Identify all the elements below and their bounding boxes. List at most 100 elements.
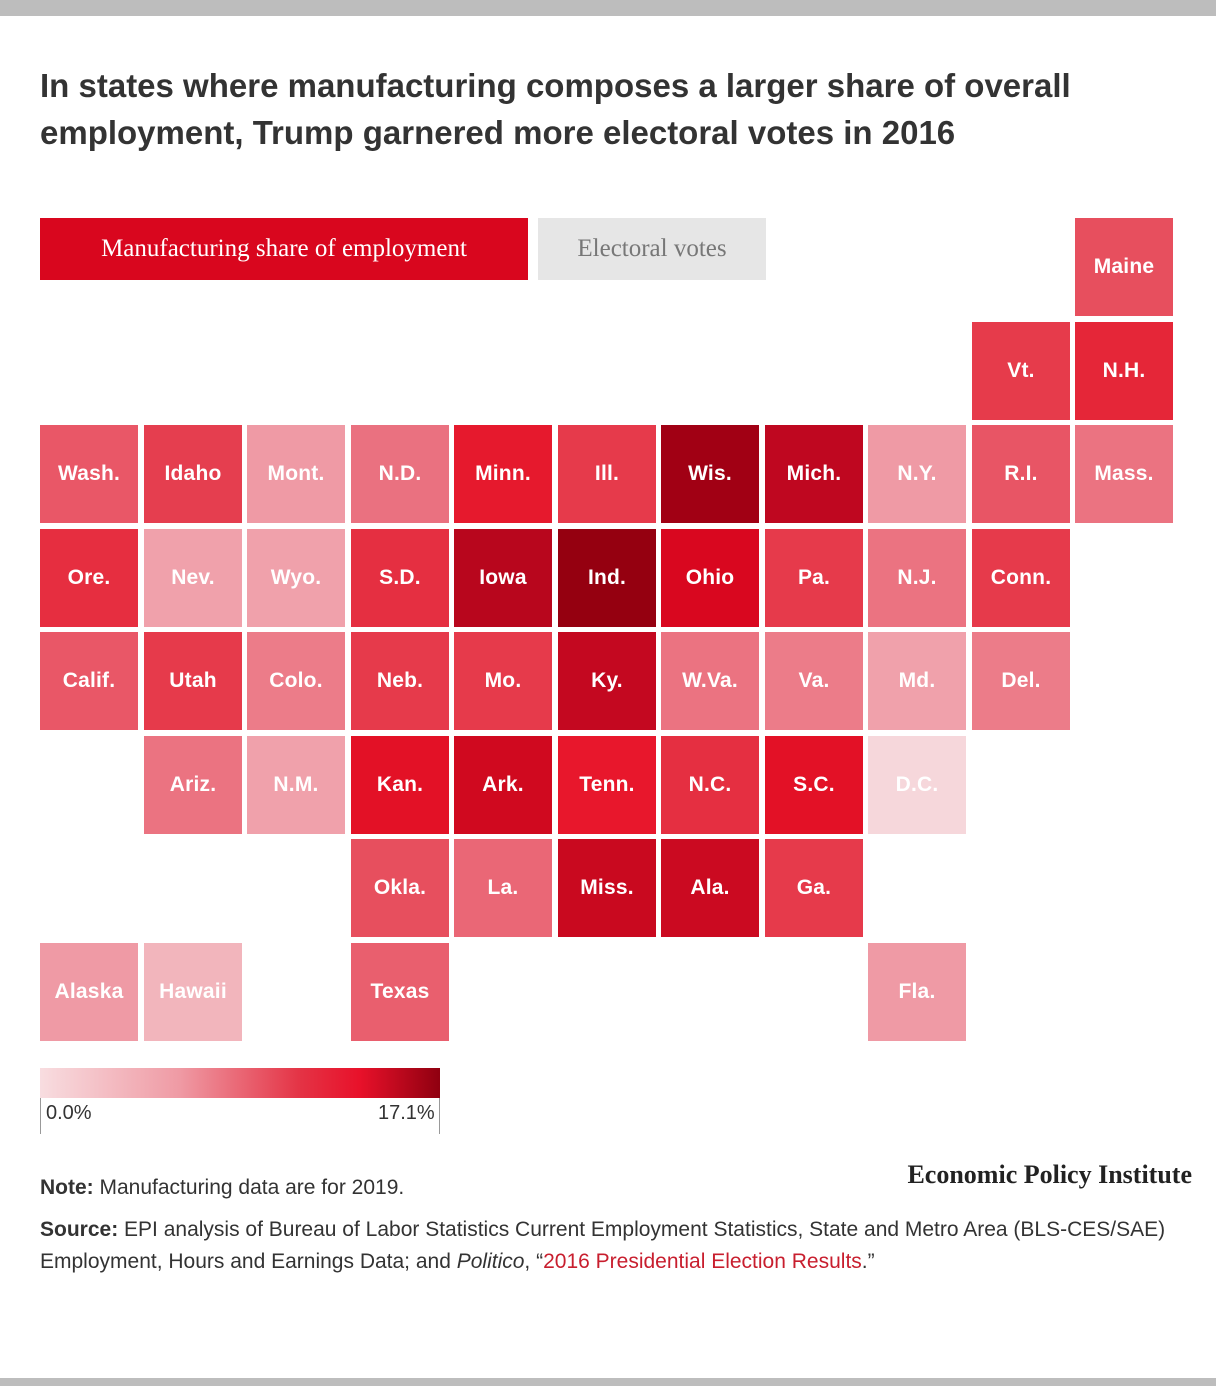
state-tile-label: Pa.	[797, 566, 831, 589]
state-tile-ill[interactable]: Ill.	[558, 425, 656, 523]
state-tile-ark[interactable]: Ark.	[454, 736, 552, 834]
state-tile-label: Del.	[1001, 669, 1041, 692]
state-tile-wyo[interactable]: Wyo.	[247, 529, 345, 627]
brand-logo: Economic Policy Institute	[907, 1160, 1192, 1189]
state-tile-alaska[interactable]: Alaska	[40, 943, 138, 1041]
state-tile-label: Wyo.	[270, 566, 322, 589]
tab-electoral-votes[interactable]: Electoral votes	[538, 218, 766, 280]
state-tile-label: N.M.	[273, 773, 319, 796]
source-link[interactable]: 2016 Presidential Election Results	[543, 1250, 862, 1273]
state-tile-r-i[interactable]: R.I.	[972, 425, 1070, 523]
state-tile-texas[interactable]: Texas	[351, 943, 449, 1041]
state-tile-wash[interactable]: Wash.	[40, 425, 138, 523]
state-tile-n-m[interactable]: N.M.	[247, 736, 345, 834]
state-tile-label: Alaska	[54, 980, 124, 1003]
state-tile-label: Hawaii	[159, 980, 227, 1003]
state-tile-label: Ga.	[796, 876, 832, 899]
state-tile-hawaii[interactable]: Hawaii	[144, 943, 242, 1041]
legend-min-label: 0.0%	[46, 1102, 92, 1124]
state-tile-label: Tenn.	[579, 773, 635, 796]
state-tile-label: Md.	[898, 669, 936, 692]
state-tile-kan[interactable]: Kan.	[351, 736, 449, 834]
state-tile-maine[interactable]: Maine	[1075, 218, 1173, 316]
state-tile-nev[interactable]: Nev.	[144, 529, 242, 627]
state-tile-n-c[interactable]: N.C.	[661, 736, 759, 834]
state-tile-mass[interactable]: Mass.	[1075, 425, 1173, 523]
state-tile-conn[interactable]: Conn.	[972, 529, 1070, 627]
state-tile-tenn[interactable]: Tenn.	[558, 736, 656, 834]
state-tile-neb[interactable]: Neb.	[351, 632, 449, 730]
state-tile-ind[interactable]: Ind.	[558, 529, 656, 627]
state-tile-s-c[interactable]: S.C.	[765, 736, 863, 834]
state-tile-mont[interactable]: Mont.	[247, 425, 345, 523]
state-tile-label: D.C.	[895, 773, 939, 796]
state-tile-label: Iowa	[479, 566, 527, 589]
state-tile-fla[interactable]: Fla.	[868, 943, 966, 1041]
state-tile-utah[interactable]: Utah	[144, 632, 242, 730]
source-punct-open: , “	[524, 1250, 544, 1273]
state-tile-ore[interactable]: Ore.	[40, 529, 138, 627]
state-tile-ala[interactable]: Ala.	[661, 839, 759, 937]
state-tile-label: Neb.	[376, 669, 424, 692]
state-tile-mich[interactable]: Mich.	[765, 425, 863, 523]
state-tile-label: Okla.	[373, 876, 427, 899]
state-tile-label: S.C.	[793, 773, 835, 796]
state-tile-label: S.D.	[379, 566, 421, 589]
bottom-border	[0, 1378, 1216, 1386]
state-tile-label: Calif.	[62, 669, 116, 692]
state-tile-label: Ore.	[67, 566, 111, 589]
state-tile-label: Idaho	[164, 462, 222, 485]
state-tile-ariz[interactable]: Ariz.	[144, 736, 242, 834]
state-tile-mo[interactable]: Mo.	[454, 632, 552, 730]
state-tile-label: N.H.	[1102, 359, 1146, 382]
state-tile-label: Colo.	[269, 669, 323, 692]
state-tile-label: N.J.	[897, 566, 937, 589]
state-tile-iowa[interactable]: Iowa	[454, 529, 552, 627]
source-punct-close: .”	[861, 1250, 875, 1273]
state-tile-del[interactable]: Del.	[972, 632, 1070, 730]
legend-max-label: 17.1%	[378, 1102, 435, 1124]
state-tile-w-va[interactable]: W.Va.	[661, 632, 759, 730]
state-tile-label: Minn.	[475, 462, 531, 485]
state-tile-n-j[interactable]: N.J.	[868, 529, 966, 627]
state-tile-ohio[interactable]: Ohio	[661, 529, 759, 627]
state-tile-n-y[interactable]: N.Y.	[868, 425, 966, 523]
state-tile-va[interactable]: Va.	[765, 632, 863, 730]
state-tile-idaho[interactable]: Idaho	[144, 425, 242, 523]
chart-title: In states where manufacturing composes a…	[40, 67, 1071, 151]
state-tile-n-h[interactable]: N.H.	[1075, 322, 1173, 420]
state-tile-ga[interactable]: Ga.	[765, 839, 863, 937]
state-tile-minn[interactable]: Minn.	[454, 425, 552, 523]
state-tile-label: Miss.	[580, 876, 634, 899]
state-tile-d-c[interactable]: D.C.	[868, 736, 966, 834]
state-tile-pa[interactable]: Pa.	[765, 529, 863, 627]
state-tile-label: Kan.	[376, 773, 424, 796]
state-tile-label: Wis.	[688, 462, 732, 485]
state-tile-label: R.I.	[1004, 462, 1038, 485]
state-tile-okla[interactable]: Okla.	[351, 839, 449, 937]
state-tile-ky[interactable]: Ky.	[558, 632, 656, 730]
state-tile-s-d[interactable]: S.D.	[351, 529, 449, 627]
state-tile-colo[interactable]: Colo.	[247, 632, 345, 730]
state-tile-calif[interactable]: Calif.	[40, 632, 138, 730]
state-tile-la[interactable]: La.	[454, 839, 552, 937]
state-tile-wis[interactable]: Wis.	[661, 425, 759, 523]
state-tile-label: Ariz.	[169, 773, 217, 796]
state-tile-label: Fla.	[898, 980, 936, 1003]
state-tile-label: Mass.	[1094, 462, 1154, 485]
source-label: Source:	[40, 1218, 119, 1241]
state-tile-miss[interactable]: Miss.	[558, 839, 656, 937]
state-tile-label: Ind.	[587, 566, 627, 589]
legend-tick-min	[40, 1098, 41, 1134]
state-tile-n-d[interactable]: N.D.	[351, 425, 449, 523]
top-border	[0, 0, 1216, 16]
state-tile-label: Ark.	[482, 773, 524, 796]
state-tile-label: Ky.	[591, 669, 623, 692]
tab-manufacturing-share[interactable]: Manufacturing share of employment	[40, 218, 528, 280]
state-tile-vt[interactable]: Vt.	[972, 322, 1070, 420]
state-tile-label: Texas	[370, 980, 430, 1003]
state-tile-label: Mich.	[786, 462, 842, 485]
state-tile-md[interactable]: Md.	[868, 632, 966, 730]
source-publication: Politico	[456, 1250, 525, 1273]
state-tile-label: Mont.	[267, 462, 325, 485]
